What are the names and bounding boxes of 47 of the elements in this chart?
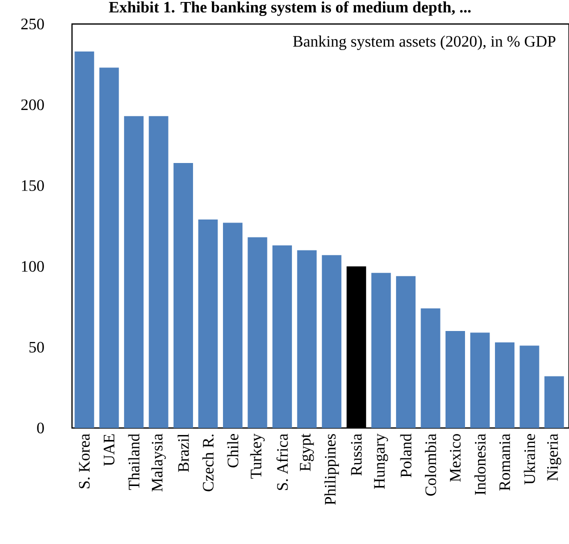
x-tick-label: S. Korea — [78, 434, 90, 488]
x-tick-label: Poland — [400, 434, 412, 478]
x-tick-label: Brazil — [178, 434, 189, 472]
x-tick-label: Chile — [227, 434, 238, 468]
x-tick-label: Philippines — [324, 434, 339, 505]
bar — [99, 68, 119, 428]
chart-title: Exhibit 1. The banking system is of medium depth, ... — [108, 1, 471, 16]
bar — [470, 332, 490, 428]
x-tick-label: Egypt — [300, 434, 314, 472]
x-tick-label: Hungary — [374, 434, 388, 489]
x-tick-label: Mexico — [450, 434, 461, 482]
bar — [272, 245, 292, 428]
x-tick-label: UAE — [104, 434, 114, 466]
bar — [396, 276, 416, 428]
x-tick-label: Colombia — [424, 434, 436, 496]
bar — [248, 237, 268, 428]
y-tick-label: 200 — [21, 99, 44, 110]
x-tick-label: Russia — [351, 434, 362, 476]
bar — [371, 272, 391, 428]
x-tick-label: Indonesia — [474, 434, 486, 495]
x-tick-label: Romania — [499, 434, 510, 491]
x-tick-label: Turkey — [250, 434, 265, 479]
bar — [322, 255, 342, 428]
y-tick-label: 250 — [21, 18, 44, 30]
bar — [74, 51, 94, 428]
bar — [520, 346, 540, 428]
x-tick-label: Ukraine — [524, 434, 536, 485]
bar — [174, 162, 194, 428]
y-tick-label: 0 — [37, 422, 44, 434]
y-tick-label: 150 — [22, 180, 44, 191]
bar — [494, 342, 514, 428]
bar — [446, 331, 466, 428]
x-tick-label: Czech R. — [202, 434, 214, 492]
bar — [420, 308, 440, 428]
y-tick-label: 50 — [29, 342, 44, 353]
y-tick-label: 100 — [22, 261, 44, 272]
x-tick-label: Malaysia — [151, 434, 166, 492]
annotation: Banking system assets (2020), in % GDP — [293, 36, 556, 50]
bar — [544, 376, 564, 428]
x-tick-label: S. Africa — [276, 434, 288, 490]
bar — [222, 222, 242, 428]
bar — [124, 116, 144, 428]
bar — [148, 116, 168, 428]
x-tick-label: Nigeria — [547, 434, 562, 481]
x-tick-label: Thailand — [128, 434, 140, 490]
bar — [198, 220, 218, 428]
bar — [297, 250, 317, 428]
